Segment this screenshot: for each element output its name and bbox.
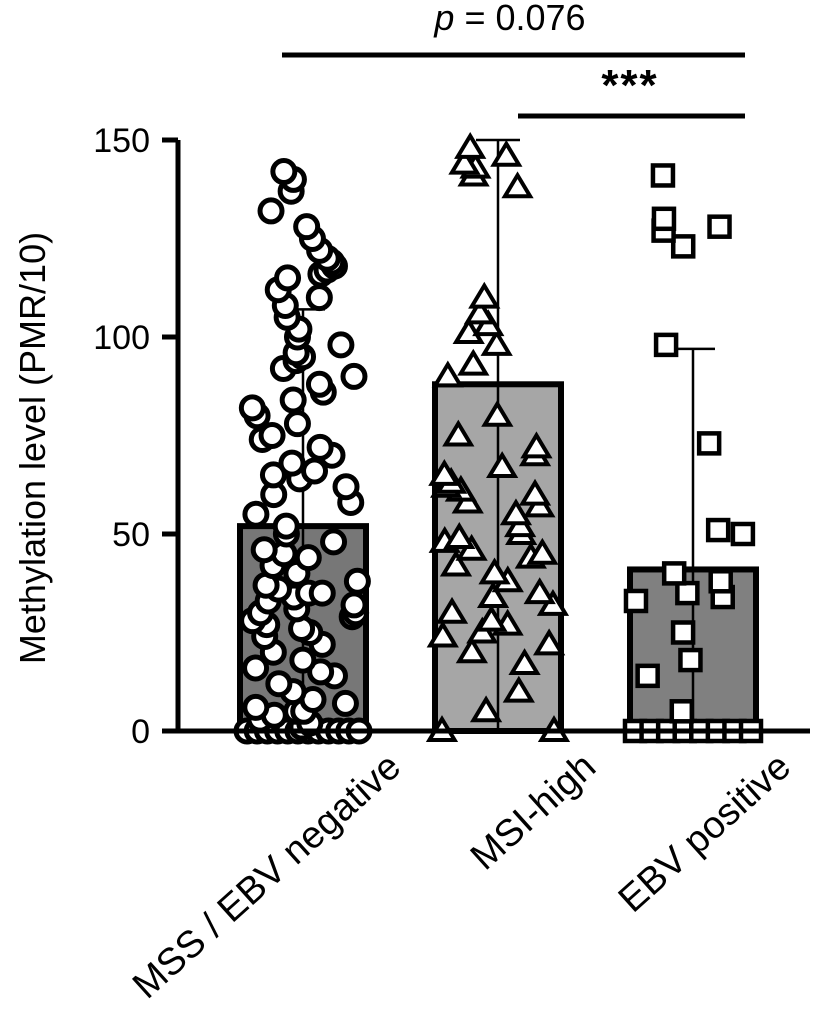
point-triangle xyxy=(476,581,510,609)
point-triangle xyxy=(480,328,513,356)
point-triangle xyxy=(439,549,473,577)
significance-annotations: p = 0.076 *** xyxy=(282,0,745,119)
point-circle xyxy=(305,370,333,398)
point-square xyxy=(730,521,756,547)
point-square xyxy=(675,580,700,606)
point-circle xyxy=(238,394,266,422)
point-circle xyxy=(257,197,285,225)
point-triangle xyxy=(501,171,534,199)
point-triangle xyxy=(428,459,461,486)
point-circle xyxy=(307,658,335,686)
point-square xyxy=(696,431,722,456)
point-circle xyxy=(327,331,355,359)
point-square xyxy=(653,332,679,358)
point-triangle xyxy=(431,360,464,388)
y-tick-label: 150 xyxy=(93,122,150,160)
point-circle xyxy=(340,591,368,619)
category-label: EBV positive xyxy=(611,745,799,920)
point-square xyxy=(705,517,731,543)
point-circle xyxy=(274,264,302,292)
significance-stars: *** xyxy=(601,61,658,110)
point-circle xyxy=(265,670,293,698)
y-ticks-layer: 0 50 100 150 xyxy=(93,122,178,751)
category-label: MSS / EBV negative xyxy=(125,745,409,1007)
point-circle xyxy=(331,689,359,717)
point-circle xyxy=(242,654,270,682)
point-circle xyxy=(272,512,300,540)
point-circle xyxy=(332,473,360,501)
point-circle xyxy=(259,461,287,489)
point-square xyxy=(708,569,733,594)
point-square xyxy=(650,163,676,188)
point-triangle xyxy=(508,648,541,676)
point-circle xyxy=(305,284,333,312)
point-triangle xyxy=(481,399,514,427)
point-circle xyxy=(293,213,321,241)
point-triangle xyxy=(518,478,552,506)
point-triangle xyxy=(532,628,566,656)
y-tick-label: 100 xyxy=(93,319,150,357)
point-triangle xyxy=(490,139,523,167)
y-tick-label: 0 xyxy=(131,713,150,751)
point-triangle xyxy=(443,522,476,549)
point-triangle xyxy=(502,675,535,703)
point-square xyxy=(707,214,732,239)
point-circle xyxy=(289,646,317,674)
point-triangle xyxy=(426,620,459,648)
point-circle xyxy=(279,386,307,414)
point-triangle xyxy=(469,695,503,723)
point-square xyxy=(661,561,687,586)
point-triangle xyxy=(448,147,481,175)
point-triangle xyxy=(478,557,511,585)
point-triangle xyxy=(457,348,490,376)
point-circle xyxy=(306,433,334,461)
point-square xyxy=(623,588,649,614)
point-circle xyxy=(242,500,270,528)
point-triangle xyxy=(454,131,487,159)
axes-layer xyxy=(175,140,810,734)
category-labels-layer: MSS / EBV negative MSI-high EBV positive xyxy=(125,745,799,1007)
point-square xyxy=(635,663,660,689)
point-circle xyxy=(308,579,336,607)
p-value-label: p = 0.076 xyxy=(433,0,585,38)
point-circle xyxy=(283,410,311,438)
point-circle xyxy=(250,536,278,564)
point-triangle xyxy=(523,577,556,605)
point-circle xyxy=(340,362,368,390)
point-square xyxy=(670,234,696,259)
point-triangle xyxy=(486,451,519,479)
point-circle xyxy=(242,693,270,721)
point-triangle xyxy=(520,431,553,459)
y-tick-label: 50 xyxy=(112,516,150,554)
point-circle xyxy=(270,158,298,186)
point-circle xyxy=(278,449,306,477)
point-triangle xyxy=(499,498,533,526)
point-circle xyxy=(294,544,322,572)
category-label: MSI-high xyxy=(463,745,604,878)
point-square xyxy=(678,647,703,673)
y-axis-title: Methylation level (PMR/10) xyxy=(12,232,53,664)
point-circle xyxy=(343,567,371,595)
point-triangle xyxy=(435,596,469,624)
point-triangle xyxy=(442,419,475,447)
point-triangle xyxy=(455,636,489,664)
point-circle xyxy=(301,457,329,485)
point-square xyxy=(669,699,695,724)
point-circle xyxy=(320,528,348,556)
point-circle xyxy=(258,422,286,449)
point-square xyxy=(670,620,696,645)
point-triangle xyxy=(526,537,559,565)
point-triangle xyxy=(468,281,501,309)
point-square xyxy=(651,206,677,232)
point-triangle xyxy=(463,297,497,325)
point-triangle xyxy=(475,604,508,632)
